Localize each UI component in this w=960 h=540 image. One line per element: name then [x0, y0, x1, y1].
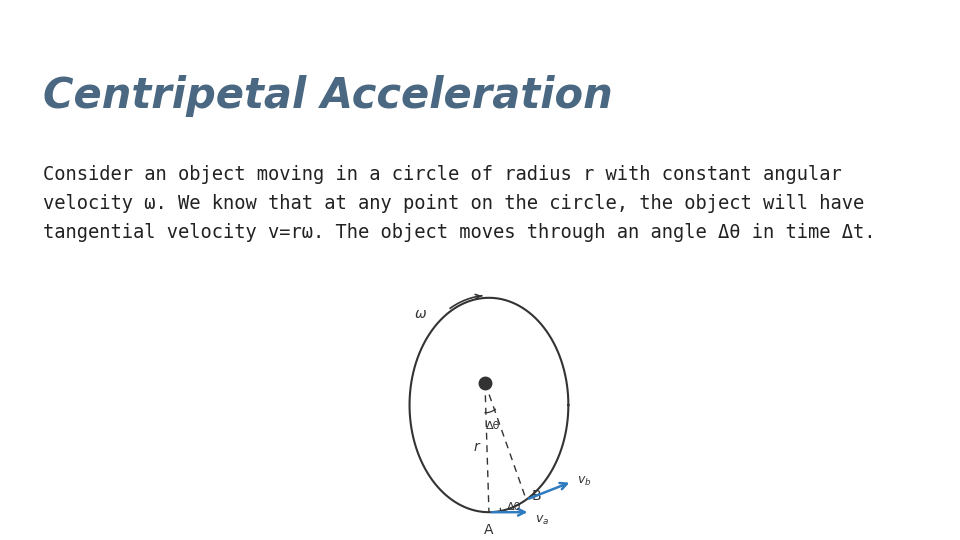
Text: B: B — [532, 489, 541, 503]
Text: Centripetal Acceleration: Centripetal Acceleration — [43, 76, 612, 118]
Text: $v_b$: $v_b$ — [577, 475, 591, 488]
Text: $v_a$: $v_a$ — [535, 514, 549, 527]
Text: r: r — [473, 441, 479, 455]
Text: A: A — [484, 523, 493, 537]
Text: Δθ: Δθ — [507, 502, 520, 511]
Text: Consider an object moving in a circle of radius r with constant angular
velocity: Consider an object moving in a circle of… — [43, 165, 876, 242]
Text: ω: ω — [415, 307, 426, 321]
Text: Δθ: Δθ — [486, 421, 500, 431]
